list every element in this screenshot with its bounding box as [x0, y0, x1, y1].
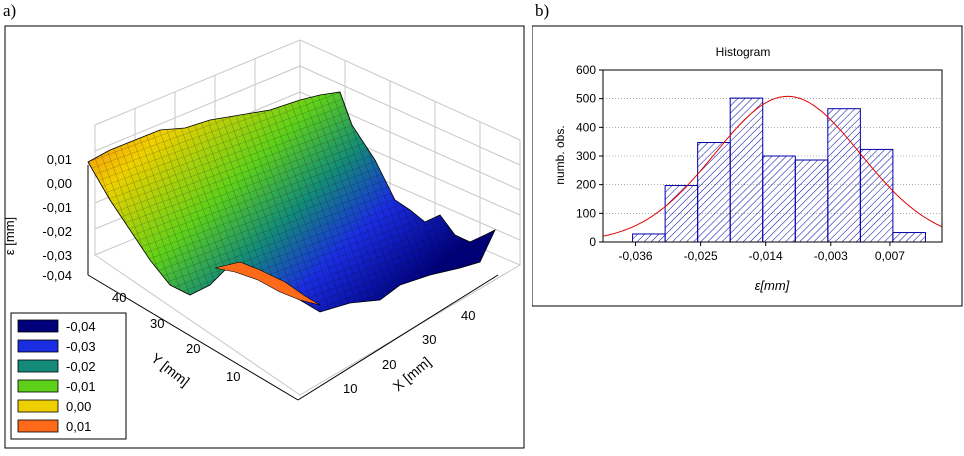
z-tick: -0,01: [42, 200, 72, 215]
legend-label: 0,00: [66, 399, 91, 414]
normal-fit-curve: [602, 95, 943, 237]
surface-wireframe: [88, 92, 495, 312]
legend-label: -0,02: [66, 359, 96, 374]
y-tick: 20: [186, 341, 200, 356]
y-tick-label: 300: [576, 149, 596, 163]
x-axis-ticks: 10 20 30 40: [343, 308, 475, 396]
panel-a-letter: a): [3, 1, 17, 20]
y-axis-label: numb. obs.: [553, 125, 567, 184]
x-tick: 30: [422, 332, 436, 347]
x-axis-ticks: -0,036 -0,025 -0,014 -0,003 0,007: [619, 242, 905, 263]
x-tick: 10: [343, 381, 357, 396]
y-axis-ticks: 40 30 20 10: [112, 290, 240, 384]
x-tick-label: 0,007: [875, 249, 905, 263]
histogram-bar: [794, 159, 829, 243]
legend-label: -0,04: [66, 319, 96, 334]
histogram-panel: Histogram 0 100 200 300 400 500 600 -0,036 -0,0…: [531, 0, 964, 320]
histogram-title: Histogram: [716, 45, 771, 59]
legend-swatch: [17, 319, 59, 333]
y-tick-label: 400: [576, 120, 596, 134]
z-tick: -0,03: [42, 248, 72, 263]
histogram-bar: [827, 108, 861, 243]
y-tick-label: 500: [576, 92, 596, 106]
y-tick-label: 600: [576, 63, 596, 77]
y-tick: 40: [112, 290, 126, 305]
z-axis-ticks: 0,01 0,00 -0,01 -0,02 -0,03 -0,04: [42, 152, 72, 283]
z-tick: -0,04: [42, 268, 72, 283]
histogram-bar: [762, 155, 796, 243]
legend-label: -0,01: [66, 379, 96, 394]
x-axis-label: ε[mm]: [755, 278, 790, 293]
x-tick-label: -0,003: [814, 249, 848, 263]
surface-chart-panel: 0,01 0,00 -0,01 -0,02 -0,03 -0,04 ε [mm]…: [2, 25, 525, 449]
histogram-bar: [729, 97, 764, 243]
x-tick-label: -0,036: [619, 249, 653, 263]
y-tick: 10: [226, 369, 240, 384]
y-tick: 30: [150, 316, 164, 331]
legend-swatch: [17, 419, 59, 433]
histogram-bar: [892, 232, 926, 243]
y-tick-label: 200: [576, 178, 596, 192]
y-axis-ticks: 0 100 200 300 400 500 600: [576, 63, 603, 249]
surface-chart: 0,01 0,00 -0,01 -0,02 -0,03 -0,04 ε [mm]…: [2, 25, 525, 449]
x-tick: 20: [382, 357, 396, 372]
legend-swatch: [17, 399, 59, 413]
surface-front-ridge: [214, 261, 321, 306]
panel-b-letter: b): [535, 1, 550, 20]
box-front-edges: [87, 165, 499, 401]
z-axis-label: ε [mm]: [2, 217, 17, 255]
legend-swatch: [17, 379, 59, 393]
y-tick-label: 0: [589, 235, 596, 249]
z-tick: 0,00: [47, 176, 72, 191]
x-tick-label: -0,014: [749, 249, 783, 263]
z-tick: -0,02: [42, 224, 72, 239]
histogram-bar: [697, 142, 731, 243]
legend-swatch: [17, 359, 59, 373]
plot-area: [602, 69, 943, 243]
histogram-bar: [664, 185, 699, 243]
histogram-bar: [632, 233, 666, 243]
x-tick: 40: [461, 308, 475, 323]
colormap-legend: -0,04 -0,03 -0,02 -0,01 0,00 0,01: [10, 312, 127, 440]
legend-swatch: [17, 339, 59, 353]
x-tick-label: -0,025: [684, 249, 718, 263]
histogram-bar: [859, 148, 894, 243]
y-tick-label: 100: [576, 206, 596, 220]
legend-label: -0,03: [66, 339, 96, 354]
legend-label: 0,01: [66, 419, 91, 434]
z-tick: 0,01: [47, 152, 72, 167]
